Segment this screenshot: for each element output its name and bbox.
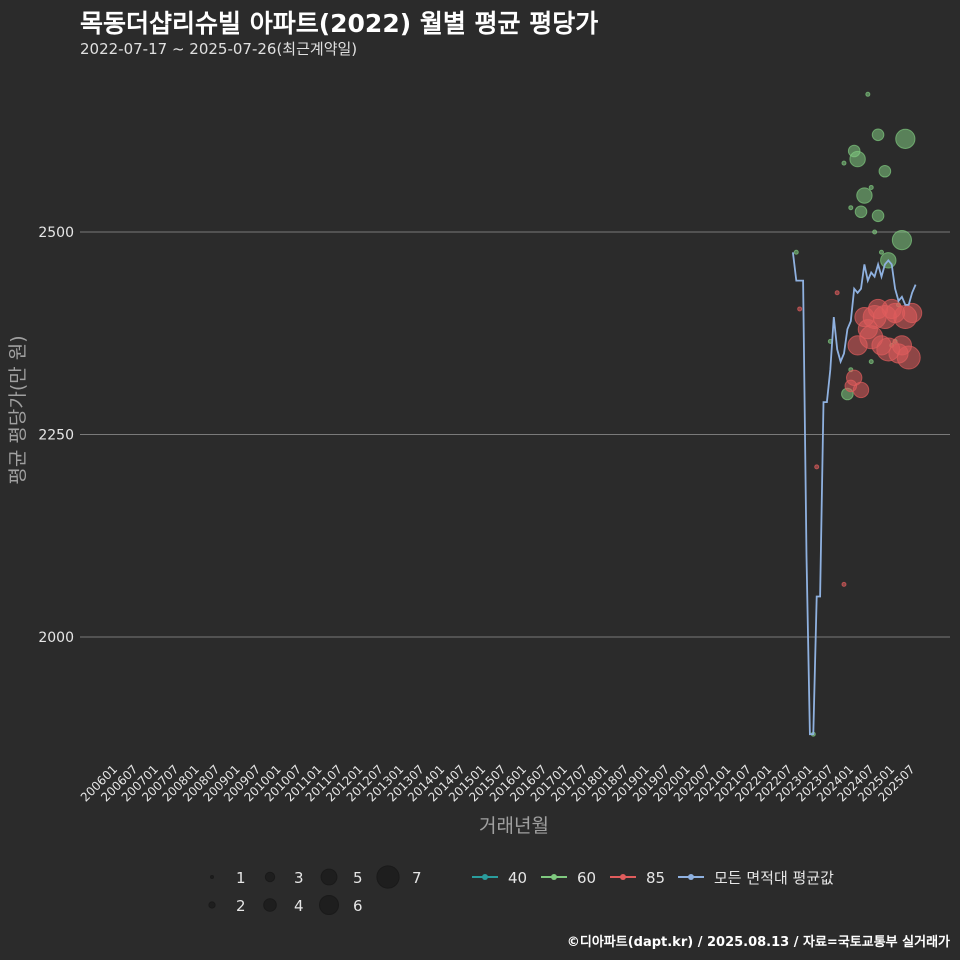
y-tick-label: 2000 bbox=[38, 630, 74, 646]
legend-area: 40 60 85 모든 면적대 평균값 bbox=[472, 869, 834, 887]
point-60 bbox=[856, 187, 873, 204]
point-60 bbox=[865, 91, 871, 97]
point-60 bbox=[854, 205, 868, 219]
point-60 bbox=[848, 205, 854, 211]
legend-area-label: 85 bbox=[646, 869, 665, 887]
point-60 bbox=[871, 209, 885, 223]
series-avg-line bbox=[792, 252, 917, 736]
legend-area-label: 60 bbox=[577, 869, 596, 887]
chart-title: 목동더샵리슈빌 아파트(2022) 월별 평균 평당가 bbox=[80, 9, 599, 38]
legend-area-label: 모든 면적대 평균값 bbox=[714, 869, 834, 887]
legend-size-label: 6 bbox=[353, 897, 363, 915]
point-60 bbox=[872, 229, 878, 235]
x-axis-ticks: 2006012006072007012007072008012008072009… bbox=[78, 762, 918, 804]
legend-size-swatch bbox=[264, 871, 276, 883]
y-axis-ticks: 2000 2250 2500 bbox=[38, 225, 74, 646]
point-60 bbox=[878, 249, 884, 255]
legend-size-label: 4 bbox=[294, 897, 304, 915]
legend-size-swatch bbox=[263, 898, 277, 912]
y-tick-label: 2250 bbox=[38, 428, 74, 444]
legend-size-label: 1 bbox=[236, 869, 246, 887]
legend-size-swatch bbox=[208, 901, 216, 909]
y-tick-label: 2500 bbox=[38, 225, 74, 241]
legend-area-dot bbox=[620, 874, 626, 880]
chart-subtitle: 2022-07-17 ~ 2025-07-26(최근계약일) bbox=[80, 40, 358, 58]
point-60 bbox=[891, 230, 913, 251]
point-85 bbox=[814, 464, 820, 470]
legend-size-swatch bbox=[319, 895, 339, 915]
chart-caption: ©디아파트(dapt.kr) / 2025.08.13 / 자료=국토교통부 실… bbox=[566, 935, 950, 950]
legend-area-dot bbox=[688, 874, 694, 880]
legend-size-swatch bbox=[210, 875, 214, 879]
legend-area-label: 40 bbox=[508, 869, 527, 887]
point-85 bbox=[834, 290, 840, 296]
legend-area-dot bbox=[482, 874, 488, 880]
point-85 bbox=[797, 306, 803, 312]
y-axis-title: 평균 평당가(만 원) bbox=[7, 335, 29, 484]
x-axis-title: 거래년월 bbox=[479, 815, 549, 837]
point-60 bbox=[878, 164, 892, 178]
legend-size-label: 2 bbox=[236, 897, 246, 915]
legend-size: 1 2 3 4 5 6 7 bbox=[208, 865, 422, 915]
point-60 bbox=[868, 359, 874, 365]
legend-size-swatch bbox=[376, 865, 400, 889]
legend-size-swatch bbox=[320, 868, 338, 886]
point-60 bbox=[841, 160, 847, 166]
point-85 bbox=[852, 381, 870, 399]
point-60 bbox=[871, 128, 885, 142]
series-85-points bbox=[797, 290, 923, 587]
series-60-points bbox=[793, 91, 916, 737]
avg-line-path bbox=[792, 252, 917, 736]
grid-lines bbox=[80, 231, 950, 638]
legend-size-label: 3 bbox=[294, 869, 304, 887]
point-85 bbox=[902, 302, 923, 324]
legend-size-label: 5 bbox=[353, 869, 363, 887]
point-60 bbox=[793, 249, 799, 255]
point-85 bbox=[841, 581, 847, 587]
point-85 bbox=[896, 345, 921, 370]
point-60 bbox=[868, 184, 874, 190]
legend-size-label: 7 bbox=[412, 869, 422, 887]
point-60 bbox=[849, 150, 866, 168]
point-60 bbox=[895, 128, 916, 149]
legend-area-dot bbox=[551, 874, 557, 880]
